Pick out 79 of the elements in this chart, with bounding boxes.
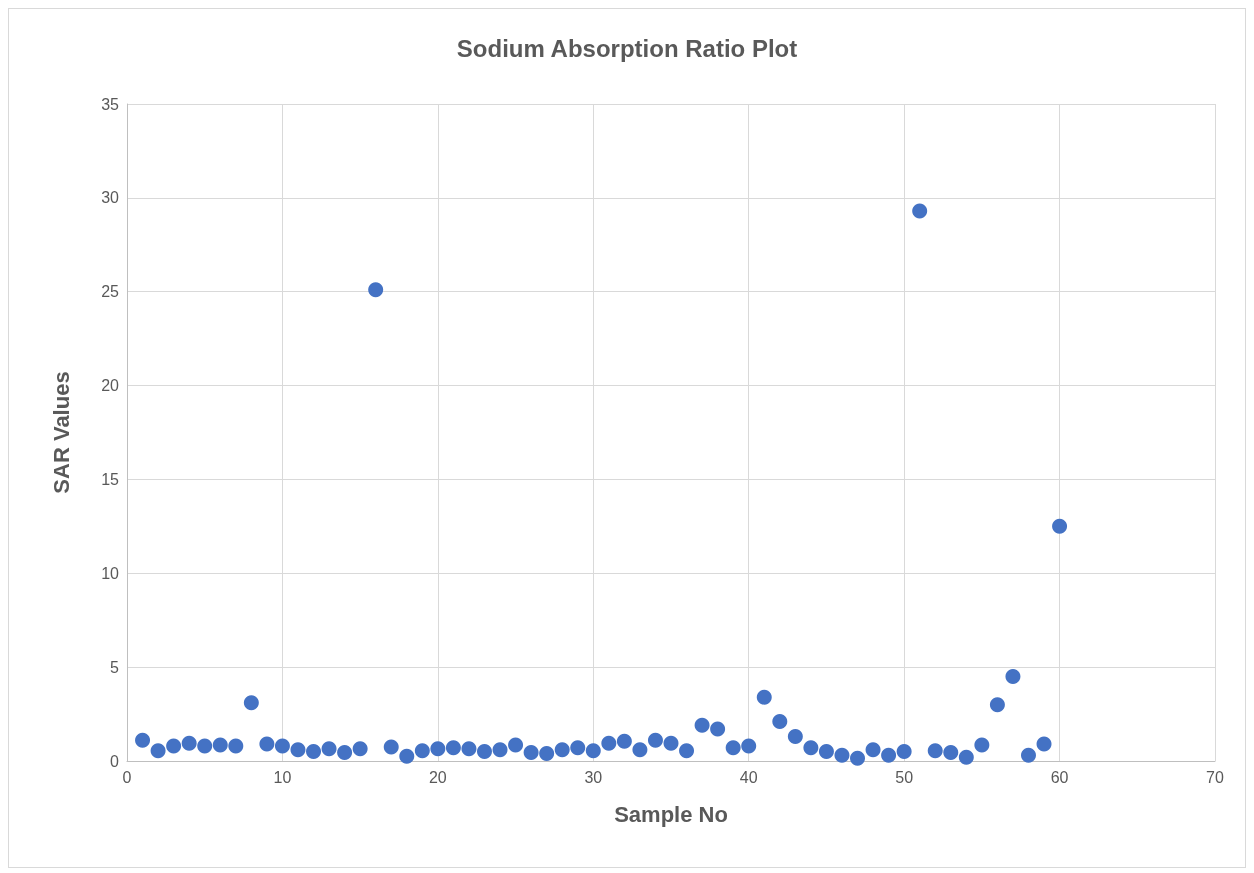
- point: [290, 742, 306, 758]
- point: [865, 742, 881, 758]
- point: [1005, 669, 1021, 685]
- point: [632, 742, 648, 758]
- point: [756, 689, 772, 705]
- point: [181, 735, 197, 751]
- point: [570, 740, 586, 756]
- point: [896, 744, 912, 760]
- y-axis-title: SAR Values: [48, 371, 74, 494]
- point: [306, 744, 322, 760]
- point: [663, 735, 679, 751]
- point: [368, 282, 384, 298]
- point: [647, 732, 663, 748]
- point: [927, 743, 943, 759]
- point: [274, 738, 290, 754]
- point: [212, 737, 228, 753]
- point: [585, 743, 601, 759]
- point: [352, 741, 368, 757]
- point: [259, 736, 275, 752]
- point: [989, 697, 1005, 713]
- point: [399, 748, 415, 764]
- x-tick-label: 50: [895, 768, 914, 786]
- x-tick-label: 60: [1050, 768, 1069, 786]
- point: [1021, 747, 1036, 763]
- x-tick-label: 0: [122, 768, 132, 786]
- point: [1036, 736, 1052, 752]
- point: [818, 744, 834, 760]
- point: [943, 745, 959, 761]
- point: [197, 738, 213, 754]
- point: [539, 745, 555, 761]
- point: [710, 721, 726, 737]
- point: [912, 203, 928, 219]
- point: [321, 741, 337, 757]
- x-tick-label: 30: [584, 768, 603, 786]
- point: [383, 739, 399, 755]
- point: [803, 740, 819, 756]
- point: [958, 749, 974, 765]
- point: [616, 733, 632, 749]
- point: [554, 742, 570, 758]
- point: [492, 742, 508, 758]
- x-tick-label: 20: [428, 768, 447, 786]
- point: [1052, 518, 1068, 534]
- x-tick-label: 10: [273, 768, 292, 786]
- y-tick-label: 25: [101, 283, 120, 301]
- y-tick-label: 0: [110, 752, 120, 770]
- y-tick-label: 10: [101, 564, 120, 582]
- y-tick-label: 5: [110, 658, 120, 676]
- point: [150, 743, 166, 759]
- point: [414, 743, 430, 759]
- x-tick-label: 70: [1206, 768, 1224, 786]
- point: [694, 717, 710, 733]
- point: [772, 714, 788, 730]
- point: [601, 735, 617, 751]
- point: [787, 729, 803, 745]
- point: [477, 744, 492, 760]
- point: [508, 737, 524, 753]
- point: [834, 747, 850, 763]
- point: [679, 743, 695, 759]
- point: [741, 738, 757, 754]
- point: [445, 740, 461, 756]
- point: [974, 737, 990, 753]
- point: [135, 732, 151, 748]
- point: [725, 740, 741, 756]
- point: [850, 750, 866, 766]
- point: [881, 747, 897, 763]
- point: [337, 745, 353, 761]
- point: [523, 745, 539, 761]
- chart-title: Sodium Absorption Ratio Plot: [456, 34, 798, 62]
- y-tick-label: 30: [101, 189, 120, 207]
- y-tick-label: 20: [101, 377, 120, 395]
- point: [430, 741, 446, 757]
- x-axis-title: Sample No: [614, 801, 728, 827]
- y-tick-label: 15: [101, 470, 120, 488]
- y-tick-label: 35: [101, 95, 120, 113]
- point: [461, 741, 477, 757]
- point: [166, 738, 182, 754]
- x-tick-label: 40: [739, 768, 758, 786]
- point: [243, 695, 259, 711]
- point: [228, 738, 244, 754]
